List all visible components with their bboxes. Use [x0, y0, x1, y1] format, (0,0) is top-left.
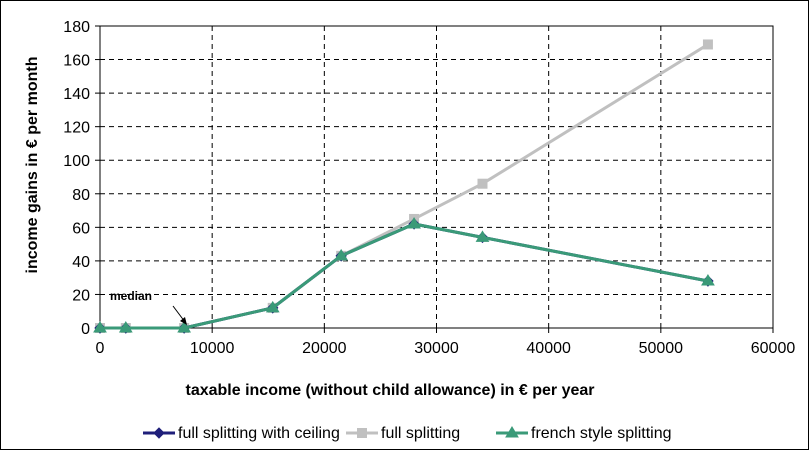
median-annotation-arrowhead: [180, 317, 187, 325]
series-full-splitting: [95, 39, 713, 333]
data-point: [701, 274, 715, 286]
data-point: [702, 39, 713, 50]
y-axis-title: income gains in € per month: [24, 57, 41, 274]
series-line: [100, 222, 709, 330]
y-tick-label: 140: [63, 86, 90, 103]
data-point: [407, 217, 421, 229]
x-tick-label: 10000: [190, 340, 235, 357]
y-tick-label: 20: [72, 287, 90, 304]
y-tick-label: 80: [72, 187, 90, 204]
legend-swatch-marker: [357, 428, 367, 438]
data-point: [477, 178, 488, 189]
y-tick-label: 40: [72, 254, 90, 271]
legend-swatch-marker: [505, 426, 519, 438]
data-point: [118, 321, 133, 333]
legend: full splitting with ceiling full splittin…: [143, 425, 672, 442]
y-tick-label: 100: [63, 153, 90, 170]
series-line: [100, 222, 709, 330]
y-tick-label: 160: [63, 53, 90, 70]
x-tick-label: 40000: [526, 340, 571, 357]
series-line: [100, 43, 709, 330]
legend-label: french style splitting: [531, 425, 672, 442]
y-tick-label: 0: [81, 321, 90, 338]
data-point: [475, 230, 490, 242]
legend-label: full splitting: [381, 425, 460, 442]
x-tick-label: 30000: [414, 340, 459, 357]
x-tick-label: 60000: [751, 340, 796, 357]
legend-swatch-marker: [153, 427, 165, 439]
series: [93, 39, 715, 334]
x-axis-title: taxable income (without child allowance)…: [186, 382, 595, 399]
y-tick-label: 60: [72, 220, 90, 237]
y-tick-label: 180: [63, 19, 90, 36]
grid: [100, 26, 773, 328]
data-point: [334, 248, 349, 261]
x-tick-label: 0: [96, 340, 105, 357]
x-tick-label: 20000: [302, 340, 347, 357]
x-tick-label: 50000: [639, 340, 684, 357]
axis-ticks: 0 20 40 60 80 100 120 140 160 180 0 10000 20000 30000…: [63, 19, 795, 357]
annotations: median: [110, 289, 187, 325]
data-point: [177, 321, 192, 333]
y-tick-label: 120: [63, 120, 90, 137]
median-annotation-label: median: [110, 289, 152, 303]
legend-label: full splitting with ceiling: [178, 425, 340, 442]
series-full-splitting-with-ceiling: [94, 218, 714, 334]
data-point: [265, 300, 280, 313]
series-french-style-splitting: [93, 217, 715, 333]
data-point: [93, 321, 107, 333]
